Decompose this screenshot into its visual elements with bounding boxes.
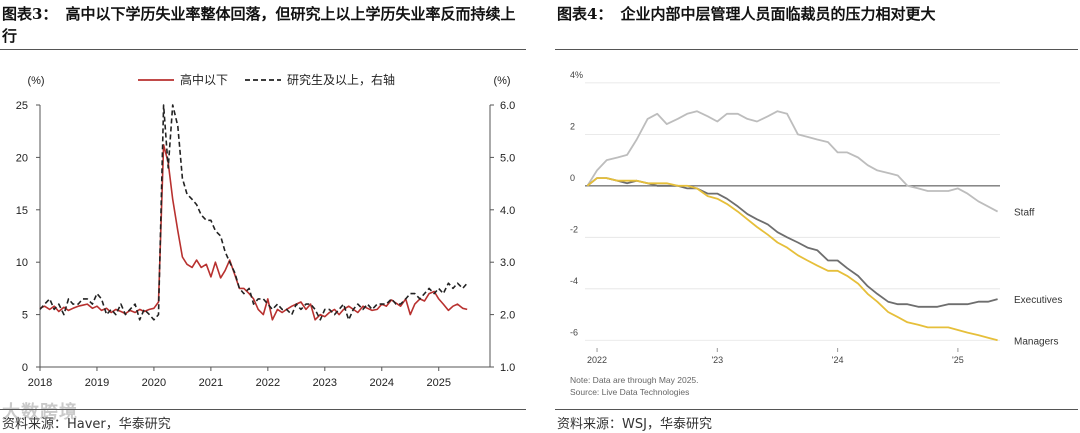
- x-tick-label: 2018: [28, 377, 52, 389]
- right-y-tick-label: 2.0: [500, 310, 515, 322]
- x-tick-label: '23: [711, 355, 723, 365]
- y-tick-label: 2: [570, 121, 575, 131]
- x-tick-label: '24: [832, 355, 844, 365]
- right-y-tick-label: 5.0: [500, 152, 515, 164]
- left-y-tick-label: 0: [22, 362, 28, 374]
- x-tick-label: 2021: [199, 377, 223, 389]
- x-tick-label: 2022: [587, 355, 607, 365]
- left-source-rule: [0, 409, 526, 410]
- left-figure-number: 图表3：: [2, 5, 58, 23]
- left-y-tick-label: 10: [16, 257, 28, 269]
- x-tick-label: '25: [952, 355, 964, 365]
- left-y-tick-label: 20: [16, 152, 28, 164]
- left-y-tick-label: 15: [16, 205, 28, 217]
- right-source-rule: [555, 409, 1078, 410]
- watermark: 大数跨境: [2, 402, 78, 423]
- legend-label-graduate: 研究生及以上，右轴: [287, 72, 395, 87]
- left-y-tick-label: 5: [22, 310, 28, 322]
- right-note: Note: Data are through May 2025.: [570, 375, 699, 385]
- series-label-managers: Managers: [1014, 336, 1058, 347]
- right-y-tick-label: 6.0: [500, 100, 515, 112]
- x-tick-label: 2022: [256, 377, 280, 389]
- series-line-graduate: [39, 104, 468, 321]
- right-title-rule: [555, 49, 1078, 50]
- y-tick-label: 4%: [570, 70, 583, 80]
- x-tick-label: 2023: [313, 377, 337, 389]
- left-y-tick-label: 25: [16, 100, 28, 112]
- series-line-managers: [586, 177, 998, 342]
- right-y-tick-label: 1.0: [500, 362, 515, 374]
- x-tick-label: 2024: [370, 377, 394, 389]
- right-figure-title-text: 企业内部中层管理人员面临裁员的压力相对更大: [620, 5, 936, 23]
- left-figure: 图表3： 高中以下学历失业率整体回落，但研究上以上学历失业率反而持续上行 (%) (…: [0, 0, 530, 433]
- left-figure-title-text: 高中以下学历失业率整体回落，但研究上以上学历失业率反而持续上行: [2, 5, 516, 45]
- right-note-source: Source: Live Data Technologies: [570, 387, 690, 397]
- series-line-executives: [586, 177, 998, 308]
- left-title-rule: [0, 49, 526, 50]
- series-line-high-school: [39, 144, 468, 321]
- y-tick-label: 0: [570, 173, 575, 183]
- right-y-tick-label: 4.0: [500, 205, 515, 217]
- right-source: 资料来源：WSJ，华泰研究: [557, 417, 712, 432]
- right-chart: 4% 2 0 -2 -4 -6 2022 '23 '24 '25 Staff Executives Ma…: [570, 70, 1062, 365]
- y-tick-label: -6: [570, 327, 578, 337]
- series-label-executives: Executives: [1014, 295, 1062, 306]
- x-tick-label: 2020: [142, 377, 166, 389]
- x-tick-label: 2025: [426, 377, 450, 389]
- y-tick-label: -4: [570, 276, 578, 286]
- series-line-staff: [586, 110, 999, 213]
- left-axis-unit: (%): [27, 75, 44, 87]
- x-tick-label: 2019: [85, 377, 109, 389]
- right-figure-number: 图表4：: [557, 5, 613, 23]
- right-figure-title: 图表4： 企业内部中层管理人员面临裁员的压力相对更大: [557, 3, 1077, 25]
- right-axis-unit: (%): [493, 75, 510, 87]
- right-figure: 图表4： 企业内部中层管理人员面临裁员的压力相对更大 4% 2 0 -2 -4 -6 2022…: [555, 0, 1080, 433]
- y-tick-label: -2: [570, 224, 578, 234]
- left-figure-title: 图表3： 高中以下学历失业率整体回落，但研究上以上学历失业率反而持续上行: [2, 3, 522, 47]
- right-y-tick-label: 3.0: [500, 257, 515, 269]
- left-source: 资料来源：Haver，华泰研究: [2, 417, 171, 432]
- series-label-staff: Staff: [1014, 208, 1035, 219]
- legend-label-high-school: 高中以下: [180, 72, 228, 87]
